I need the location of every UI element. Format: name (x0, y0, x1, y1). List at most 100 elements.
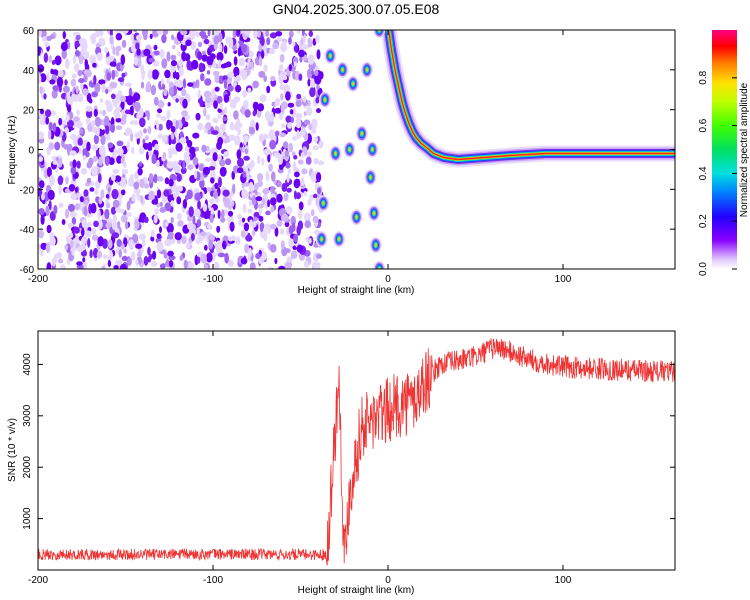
noise-speckle (185, 154, 191, 165)
noise-speckle (312, 38, 317, 46)
snr-x-label: Height of straight line (km) (298, 585, 415, 596)
colorbar-tick-label: 0.6 (698, 118, 709, 132)
noise-speckle (176, 213, 182, 220)
noise-speckle (120, 99, 125, 110)
noise-speckle (315, 34, 320, 44)
noise-speckle (72, 54, 77, 65)
noise-speckle (281, 40, 287, 50)
noise-speckle (282, 75, 288, 81)
noise-speckle (310, 209, 315, 217)
noise-speckle (136, 251, 142, 258)
noise-speckle (288, 142, 294, 153)
noise-speckle (89, 187, 95, 192)
noise-speckle (298, 201, 304, 211)
noise-speckle (287, 102, 295, 108)
noise-speckle (275, 31, 283, 37)
noise-speckle (80, 250, 88, 257)
noise-speckle (91, 91, 98, 98)
noise-speckle (57, 258, 64, 264)
noise-speckle (253, 30, 258, 39)
noise-speckle (158, 133, 163, 139)
noise-speckle (54, 141, 61, 151)
noise-speckle (141, 238, 146, 247)
noise-speckle (164, 69, 171, 79)
noise-speckle (285, 91, 291, 101)
noise-speckle (177, 51, 181, 57)
noise-speckle (52, 122, 57, 133)
noise-speckle (319, 71, 324, 80)
noise-speckle (180, 30, 188, 36)
noise-speckle (301, 30, 305, 37)
noise-speckle (64, 58, 70, 69)
noise-speckle (217, 252, 226, 258)
noise-speckle (119, 95, 126, 102)
x-tick-label: -200 (28, 274, 48, 285)
noise-speckle (154, 208, 159, 215)
noise-speckle (166, 109, 171, 120)
noise-speckle (159, 201, 163, 207)
noise-speckle (177, 58, 184, 67)
noise-speckle (130, 146, 135, 154)
noise-speckle (216, 95, 223, 104)
noise-speckle (38, 180, 45, 189)
y-tick-label: 40 (23, 66, 35, 77)
noise-speckle (50, 68, 55, 75)
noise-speckle (205, 157, 211, 163)
noise-speckle (43, 52, 49, 63)
noise-speckle (222, 75, 228, 81)
noise-speckle (263, 75, 268, 82)
noise-speckle (194, 192, 202, 201)
noise-speckle (185, 242, 191, 249)
noise-speckle (93, 220, 99, 228)
colorbar: 0.0 0.2 0.4 0.6 0.8 Normalized spectral ampl… (698, 30, 750, 276)
noise-speckle (96, 250, 103, 259)
noise-speckle (83, 261, 88, 269)
noise-speckle (112, 214, 118, 223)
noise-speckle (181, 88, 187, 97)
noise-speckle (244, 109, 251, 118)
noise-speckle (243, 155, 250, 161)
noise-speckle (129, 105, 134, 116)
noise-speckle (277, 36, 282, 42)
noise-speckle (120, 54, 126, 66)
noise-speckle (47, 189, 55, 201)
noise-speckle (82, 257, 86, 263)
noise-speckle (241, 217, 246, 223)
noise-speckle (238, 57, 245, 67)
noise-speckle (146, 81, 151, 89)
noise-speckle (136, 57, 142, 68)
noise-speckle (138, 218, 143, 223)
snr-x-ticks: -200 -100 0 100 (28, 331, 572, 586)
noise-speckle (164, 177, 170, 185)
noise-speckle (257, 180, 263, 188)
noise-speckle (297, 30, 301, 34)
noise-speckle (78, 54, 84, 65)
noise-speckle (288, 30, 294, 38)
noise-speckle (130, 34, 134, 41)
noise-speckle (143, 255, 149, 266)
noise-speckle (270, 111, 274, 123)
noise-speckle (156, 30, 164, 35)
noise-speckle (305, 156, 312, 165)
noise-speckle (269, 243, 277, 253)
noise-speckle (274, 226, 279, 237)
noise-speckle (46, 224, 52, 234)
noise-speckle (209, 198, 215, 205)
noise-speckle (267, 153, 271, 163)
noise-speckle (206, 114, 211, 121)
noise-speckle (241, 43, 248, 53)
noise-speckle (79, 196, 84, 203)
noise-speckle (242, 203, 247, 213)
y-tick-label: -40 (20, 225, 35, 236)
noise-speckle (38, 208, 45, 215)
snr-panel: -200 -100 0 100 1000 2000 3000 4000 Height of … (7, 330, 676, 596)
noise-speckle (177, 220, 184, 227)
noise-speckle (136, 34, 142, 41)
noise-speckle (224, 158, 232, 166)
noise-speckle (200, 73, 205, 82)
noise-speckle (116, 140, 124, 147)
noise-speckle (175, 136, 179, 143)
noise-speckle (177, 185, 183, 192)
noise-speckle (41, 191, 45, 201)
noise-speckle (313, 136, 318, 143)
